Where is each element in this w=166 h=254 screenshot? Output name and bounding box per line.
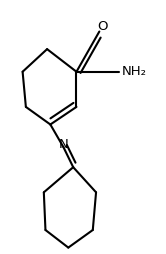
Text: N: N	[59, 138, 68, 151]
Text: NH₂: NH₂	[122, 65, 147, 78]
Text: O: O	[97, 20, 108, 33]
